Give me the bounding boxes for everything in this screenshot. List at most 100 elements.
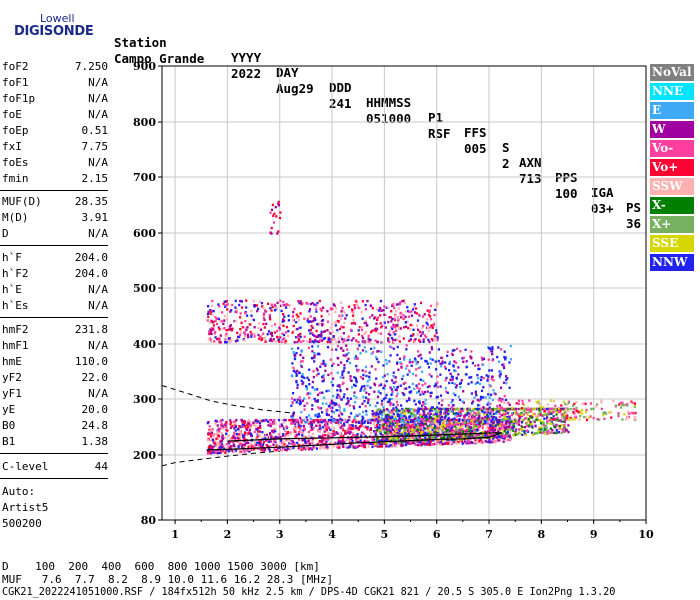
echo-point	[476, 381, 479, 384]
echo-point	[402, 433, 405, 436]
echo-point	[210, 310, 213, 313]
echo-point	[457, 407, 461, 411]
echo-point	[394, 421, 397, 425]
echo-point	[629, 411, 632, 414]
echo-point	[302, 436, 305, 439]
echo-point	[295, 336, 298, 339]
echo-point	[321, 420, 325, 423]
echo-point	[353, 306, 357, 310]
echo-point	[427, 432, 430, 435]
echo-point	[411, 372, 415, 376]
echo-point	[322, 361, 325, 364]
echo-point	[458, 410, 461, 414]
echo-point	[342, 376, 345, 379]
echo-point	[427, 440, 430, 443]
echo-point	[451, 418, 454, 421]
echo-point	[236, 339, 239, 342]
echo-point	[305, 385, 308, 388]
echo-point	[225, 341, 228, 344]
echo-point	[520, 413, 523, 416]
echo-point	[447, 435, 450, 438]
echo-point	[517, 402, 520, 406]
echo-point	[538, 428, 541, 431]
echo-point	[399, 301, 402, 304]
echo-point	[373, 442, 377, 446]
echo-point	[372, 351, 375, 354]
hdr-p1: P1	[428, 110, 444, 125]
echo-point	[261, 450, 264, 453]
echo-point	[380, 431, 383, 434]
echo-point	[628, 412, 631, 415]
echo-point	[391, 417, 394, 421]
echo-point	[274, 309, 277, 312]
echo-point	[284, 434, 287, 437]
echo-point	[383, 437, 386, 440]
echo-point	[401, 411, 404, 414]
echo-point	[348, 440, 352, 444]
echo-point	[464, 421, 467, 424]
hdr-ffs: FFS	[464, 125, 487, 140]
echo-point	[288, 304, 292, 307]
echo-point	[334, 402, 337, 405]
echo-point	[481, 396, 485, 399]
echo-point	[218, 434, 221, 438]
echo-point	[488, 436, 491, 439]
echo-point	[484, 420, 487, 423]
echo-point	[363, 439, 366, 443]
echo-point	[368, 378, 371, 381]
echo-point	[503, 415, 506, 419]
echo-point	[519, 427, 522, 431]
echo-point	[411, 441, 414, 445]
echo-point	[515, 422, 518, 425]
echo-point	[307, 422, 310, 425]
echo-point	[317, 345, 320, 348]
param-name: MUF(D)	[2, 195, 42, 208]
echo-point	[556, 424, 559, 427]
echo-point	[481, 426, 484, 430]
echo-point	[418, 435, 421, 438]
echo-point	[333, 433, 336, 437]
echo-point	[382, 410, 385, 414]
echo-point	[334, 421, 337, 424]
echo-point	[275, 445, 278, 448]
echo-point	[538, 402, 541, 405]
echo-point	[633, 412, 636, 415]
echo-point	[460, 407, 464, 411]
echo-point	[316, 418, 319, 422]
echo-point	[423, 433, 426, 436]
echo-point	[352, 321, 355, 325]
echo-point	[442, 420, 445, 423]
echo-point	[317, 412, 320, 416]
echo-point	[221, 434, 224, 437]
echo-point	[488, 439, 491, 442]
echo-point	[207, 445, 210, 449]
echo-point	[476, 441, 479, 444]
echo-point	[374, 368, 377, 371]
echo-point	[243, 437, 246, 440]
echo-point	[381, 424, 384, 427]
echo-point	[477, 377, 480, 380]
echo-point	[392, 323, 395, 327]
echo-point	[238, 438, 241, 442]
echo-point	[562, 409, 566, 413]
echo-point	[336, 432, 339, 435]
echo-point	[332, 418, 335, 422]
echo-point	[376, 444, 379, 448]
echo-point	[584, 410, 587, 414]
echo-point	[477, 417, 480, 420]
echo-point	[453, 430, 456, 433]
echo-point	[408, 409, 411, 413]
echo-point	[458, 435, 461, 438]
param-name: M(D)	[2, 211, 29, 224]
echo-point	[403, 428, 406, 432]
echo-point	[304, 441, 307, 445]
echo-point	[301, 375, 304, 379]
echo-point	[462, 436, 465, 439]
echo-point	[425, 335, 428, 339]
echo-point	[336, 444, 339, 447]
echo-point	[297, 422, 300, 426]
echo-point	[415, 324, 419, 327]
echo-point	[209, 435, 212, 438]
echo-point	[371, 307, 374, 310]
echo-point	[246, 326, 249, 329]
